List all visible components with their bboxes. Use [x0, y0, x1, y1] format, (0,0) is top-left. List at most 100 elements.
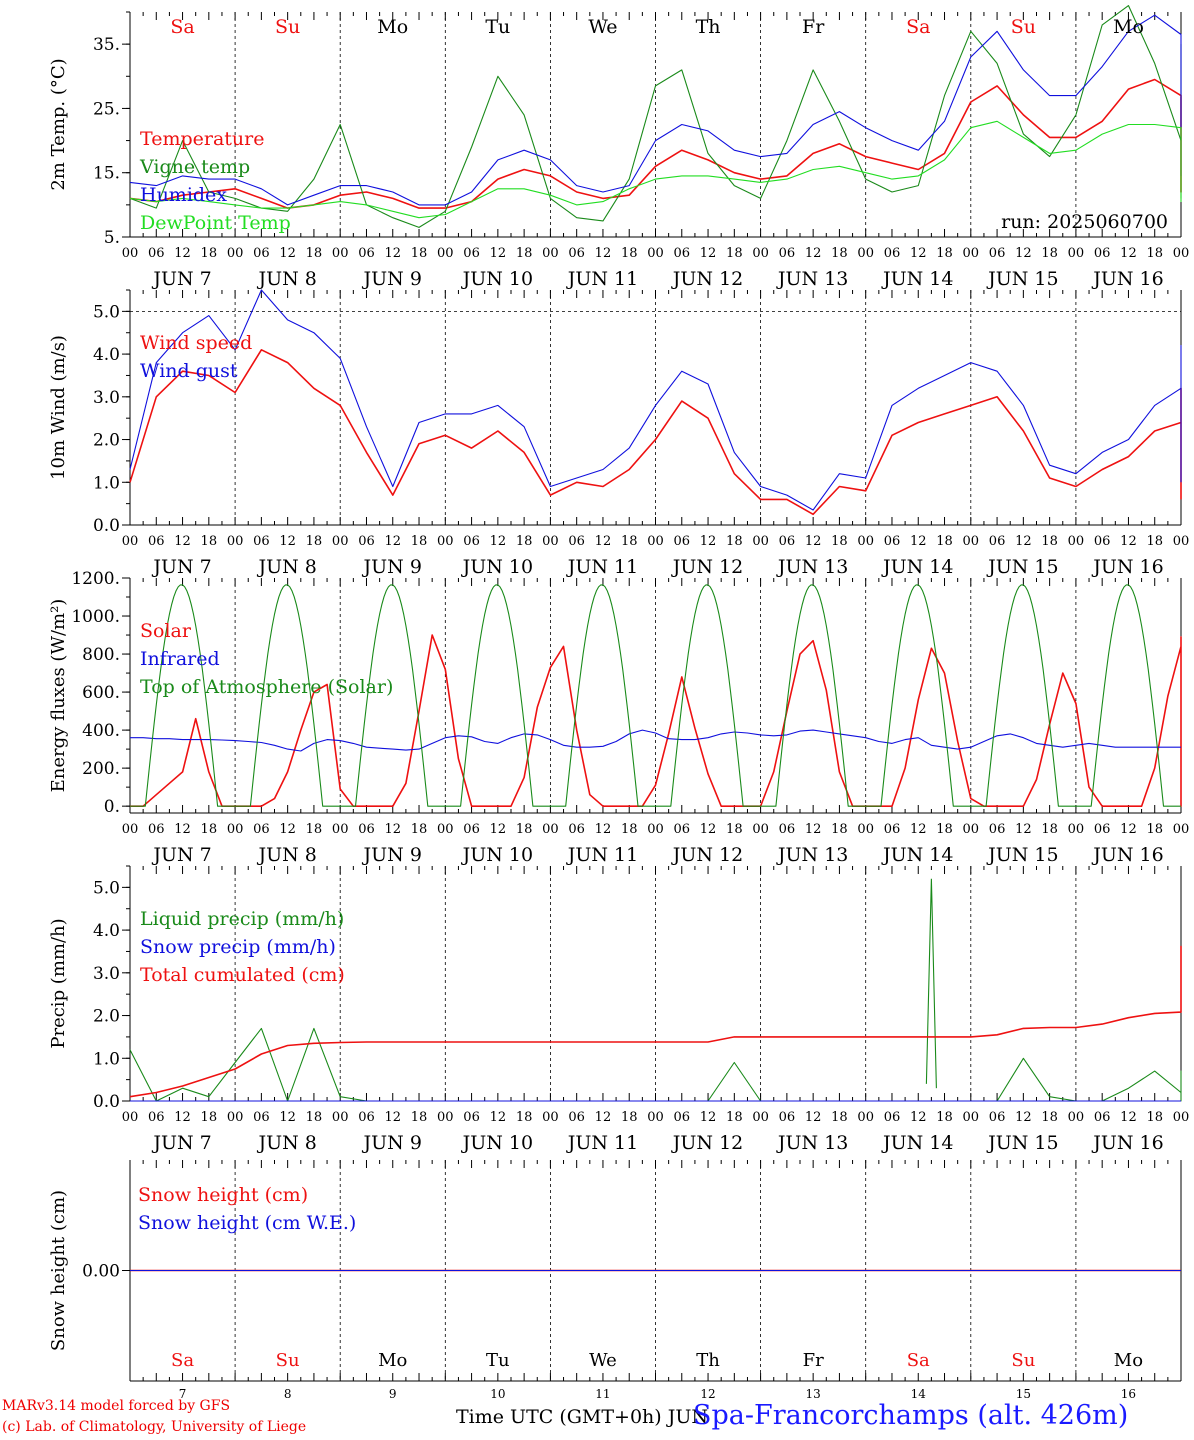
x-hour-label: 18 — [1041, 246, 1058, 261]
x-hour-label: 06 — [884, 1110, 901, 1125]
day-number: 10 — [490, 1387, 505, 1401]
x-date-label: JUN 13 — [776, 556, 848, 578]
x-hour-label: 12 — [1120, 534, 1137, 549]
x-hour-label: 00 — [1173, 1110, 1190, 1125]
y-tick-label: 25. — [93, 99, 120, 119]
x-hour-label: 12 — [910, 246, 927, 261]
x-hour-label: 18 — [516, 246, 533, 261]
x-hour-label: 18 — [201, 1110, 218, 1125]
x-date-label: JUN 11 — [566, 1132, 638, 1154]
x-hour-label: 00 — [332, 246, 349, 261]
x-date-label: JUN 12 — [671, 844, 743, 866]
x-hour-label: 00 — [857, 1110, 874, 1125]
x-hour-label: 18 — [411, 534, 428, 549]
x-hour-label: 06 — [674, 1110, 691, 1125]
y-tick-label: 600. — [82, 683, 120, 703]
x-hour-label: 18 — [1146, 534, 1163, 549]
x-date-label: JUN 12 — [671, 556, 743, 578]
x-date-label: JUN 8 — [256, 556, 316, 578]
x-date-label: JUN 15 — [986, 556, 1058, 578]
x-hour-label: 12 — [279, 1110, 296, 1125]
x-hour-label: 00 — [227, 822, 244, 837]
x-hour-label: 18 — [1041, 534, 1058, 549]
x-hour-label: 12 — [910, 534, 927, 549]
x-hour-label: 06 — [989, 1110, 1006, 1125]
x-hour-label: 12 — [595, 246, 612, 261]
x-hour-label: 12 — [384, 1110, 401, 1125]
x-date-label: JUN 11 — [566, 556, 638, 578]
x-hour-label: 00 — [437, 822, 454, 837]
x-hour-label: 18 — [831, 246, 848, 261]
x-hour-label: 18 — [726, 1110, 743, 1125]
day-number: 15 — [1016, 1387, 1031, 1401]
x-hour-label: 06 — [674, 246, 691, 261]
x-hour-label: 18 — [936, 534, 953, 549]
x-hour-label: 18 — [831, 534, 848, 549]
x-hour-label: 06 — [463, 534, 480, 549]
x-hour-label: 00 — [647, 822, 664, 837]
x-hour-label: 00 — [1173, 822, 1190, 837]
day-of-week-top: Th — [696, 16, 721, 38]
x-hour-label: 12 — [910, 1110, 927, 1125]
day-of-week-top: Tu — [485, 16, 510, 38]
day-number: 12 — [700, 1387, 715, 1401]
y-axis-label: 2m Temp. (°C) — [48, 58, 69, 190]
x-date-label: JUN 7 — [151, 1132, 211, 1154]
series-line — [130, 584, 1181, 807]
x-hour-label: 18 — [831, 822, 848, 837]
legend-entry: Snow height (cm) — [138, 1184, 308, 1206]
x-hour-label: 06 — [1094, 822, 1111, 837]
x-hour-label: 18 — [936, 246, 953, 261]
x-hour-label: 12 — [700, 1110, 717, 1125]
x-date-label: JUN 16 — [1091, 556, 1163, 578]
y-tick-label: 5.0 — [93, 302, 120, 322]
day-of-week-top: Mo — [1113, 16, 1144, 38]
legend-entry: Infrared — [140, 648, 220, 670]
x-hour-label: 00 — [857, 534, 874, 549]
day-number: 14 — [911, 1387, 927, 1401]
x-hour-label: 06 — [358, 534, 375, 549]
day-of-week-bottom: Su — [1011, 1350, 1035, 1371]
x-axis-title: Time UTC (GMT+0h) JUN — [456, 1406, 708, 1428]
x-hour-label: 18 — [621, 246, 638, 261]
x-hour-label: 00 — [542, 1110, 559, 1125]
x-hour-label: 00 — [1068, 1110, 1085, 1125]
y-tick-label: 0.00 — [82, 1262, 120, 1282]
x-hour-label: 06 — [884, 246, 901, 261]
x-hour-label: 00 — [227, 534, 244, 549]
day-of-week-bottom: Tu — [486, 1350, 510, 1371]
x-date-label: JUN 16 — [1091, 1132, 1163, 1154]
x-hour-label: 00 — [1068, 534, 1085, 549]
x-hour-label: 06 — [253, 534, 270, 549]
x-hour-label: 06 — [463, 822, 480, 837]
day-of-week-top: Mo — [377, 16, 408, 38]
x-hour-label: 12 — [595, 822, 612, 837]
x-hour-label: 06 — [779, 1110, 796, 1125]
x-hour-label: 06 — [568, 822, 585, 837]
legend-entry: Solar — [140, 620, 192, 642]
legend-entry: Vigne temp — [139, 156, 250, 178]
series-line — [130, 634, 1182, 807]
y-tick-label: 3.0 — [93, 964, 120, 984]
x-hour-label: 18 — [1041, 822, 1058, 837]
x-hour-label: 12 — [174, 534, 191, 549]
x-hour-label: 12 — [384, 246, 401, 261]
y-tick-label: 800. — [82, 645, 120, 665]
x-hour-label: 06 — [989, 822, 1006, 837]
x-hour-label: 12 — [910, 822, 927, 837]
x-hour-label: 00 — [647, 1110, 664, 1125]
x-hour-label: 12 — [805, 1110, 822, 1125]
x-date-label: JUN 11 — [566, 268, 638, 290]
x-date-label: JUN 10 — [461, 844, 533, 866]
day-of-week-top: Su — [1011, 16, 1036, 38]
x-hour-label: 18 — [306, 1110, 323, 1125]
x-hour-label: 00 — [227, 246, 244, 261]
day-of-week-top: Sa — [170, 16, 194, 38]
day-of-week-bottom: Th — [696, 1350, 720, 1371]
legend-entry: Snow precip (mm/h) — [140, 936, 336, 958]
legend-entry: Temperature — [140, 128, 264, 150]
x-hour-label: 00 — [963, 246, 980, 261]
x-hour-label: 06 — [989, 534, 1006, 549]
x-date-label: JUN 7 — [151, 556, 211, 578]
